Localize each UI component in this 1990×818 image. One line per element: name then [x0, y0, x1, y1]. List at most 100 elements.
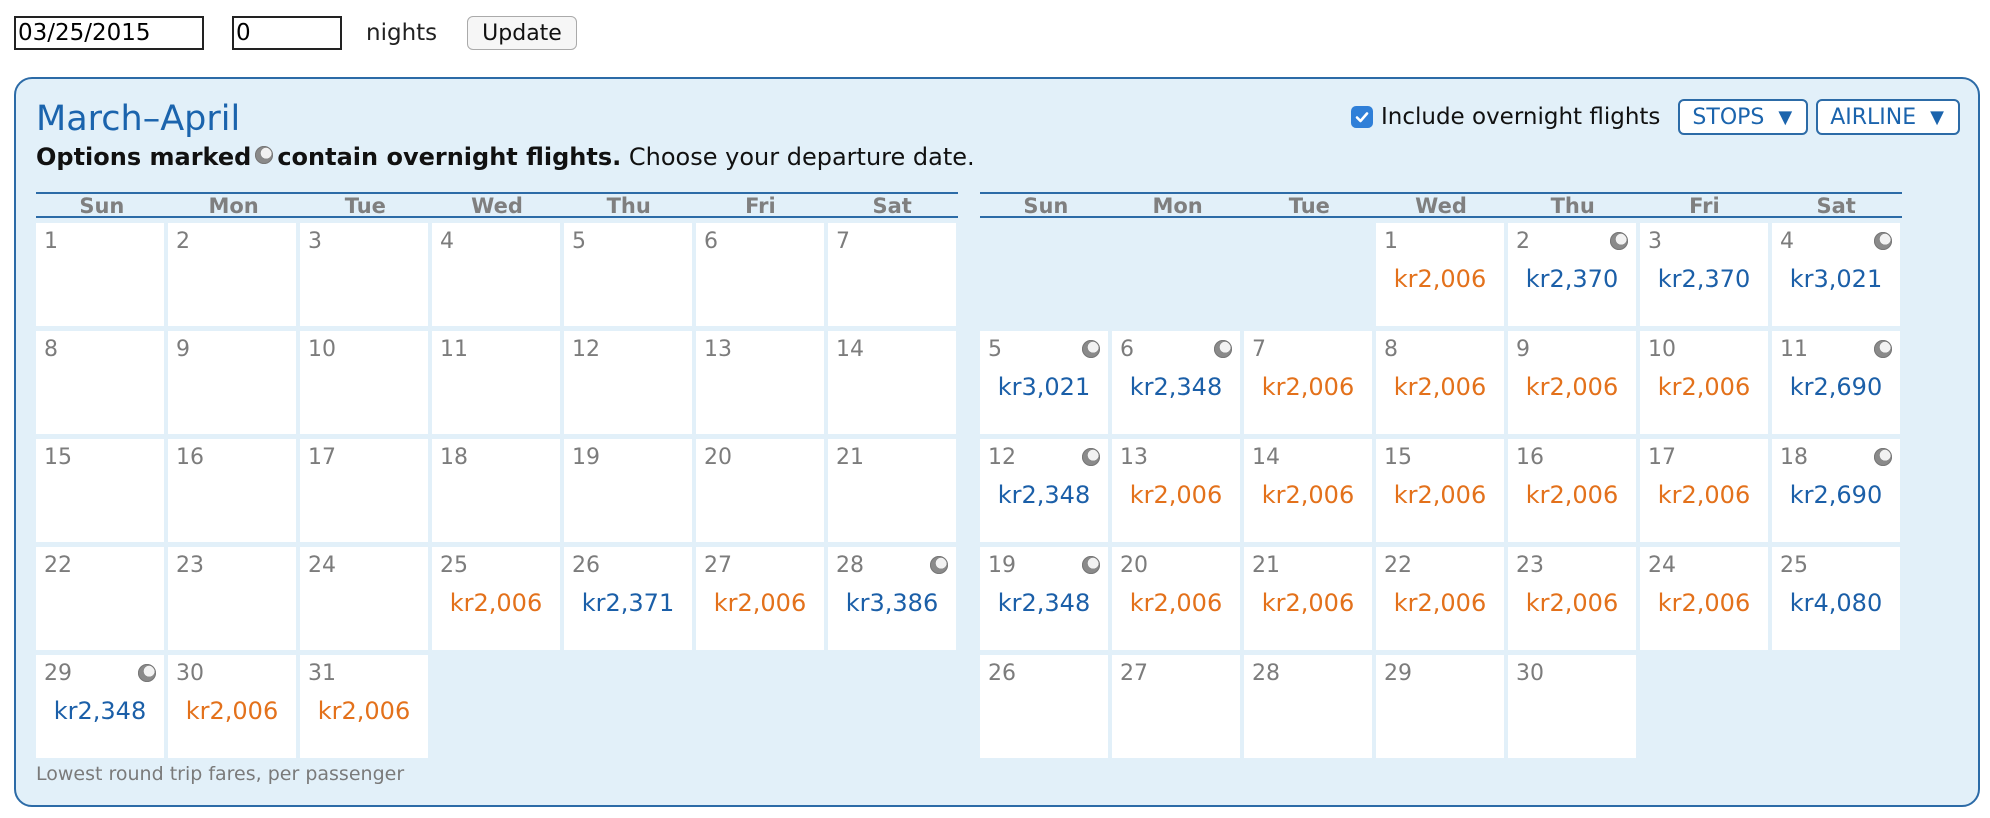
day-cell[interactable]: 15 kr2,006 — [1376, 439, 1504, 542]
day-cell[interactable]: 24 kr2,006 — [1640, 547, 1768, 650]
day-cell[interactable]: 1 kr2,006 — [1376, 223, 1504, 326]
fare-price[interactable]: kr2,348 — [53, 697, 147, 725]
fare-price[interactable]: kr2,006 — [1657, 481, 1751, 509]
fare-price[interactable]: kr2,370 — [1525, 265, 1619, 293]
day-cell[interactable]: 22 kr2,006 — [1376, 547, 1504, 650]
day-cell[interactable]: 8 kr2,006 — [1376, 331, 1504, 434]
fare-calendar-panel: March–April Options marked contain overni… — [14, 77, 1980, 807]
day-number: 2 — [1516, 229, 1530, 254]
day-number: 1 — [44, 229, 58, 254]
day-cell[interactable]: 10 kr2,006 — [1640, 331, 1768, 434]
fare-price[interactable]: kr2,006 — [1393, 265, 1487, 293]
day-cell[interactable]: 23 kr2,006 — [1508, 547, 1636, 650]
fare-price[interactable]: kr2,006 — [317, 697, 411, 725]
day-cell[interactable]: 14 kr2,006 — [1244, 439, 1372, 542]
weekday-label: Wed — [1415, 194, 1467, 218]
day-cell[interactable]: 25 kr2,006 — [432, 547, 560, 650]
fare-price[interactable]: kr2,006 — [1261, 373, 1355, 401]
fare-price[interactable]: kr2,348 — [1129, 373, 1223, 401]
day-cell[interactable]: 12 kr2,348 — [980, 439, 1108, 542]
fare-price[interactable]: kr2,690 — [1789, 481, 1883, 509]
day-cell[interactable]: 28 kr3,386 — [828, 547, 956, 650]
day-number: 22 — [44, 553, 72, 578]
empty-day-cell — [1244, 223, 1372, 326]
day-cell[interactable]: 17 kr2,006 — [1640, 439, 1768, 542]
day-cell[interactable]: 9 kr2,006 — [1508, 331, 1636, 434]
day-number: 2 — [176, 229, 190, 254]
fare-price[interactable]: kr2,006 — [1525, 589, 1619, 617]
fare-price[interactable]: kr2,006 — [1129, 481, 1223, 509]
day-cell[interactable]: 16 kr2,006 — [1508, 439, 1636, 542]
day-cell[interactable]: 19 kr2,348 — [980, 547, 1108, 650]
fare-price[interactable]: kr2,006 — [713, 589, 807, 617]
update-button[interactable]: Update — [467, 16, 577, 50]
day-cell[interactable]: 4 kr3,021 — [1772, 223, 1900, 326]
fare-price[interactable]: kr2,006 — [1393, 589, 1487, 617]
stops-dropdown[interactable]: STOPS ▼ — [1678, 99, 1809, 135]
fare-price[interactable]: kr2,006 — [1657, 373, 1751, 401]
day-cell: 29 — [1376, 655, 1504, 758]
day-number: 4 — [1780, 229, 1794, 254]
day-cell: 6 — [696, 223, 824, 326]
fare-price[interactable]: kr2,348 — [997, 481, 1091, 509]
day-cell[interactable]: 29 kr2,348 — [36, 655, 164, 758]
subtitle-bold-2: contain overnight flights. — [277, 143, 622, 171]
day-number: 24 — [1648, 553, 1676, 578]
fare-price[interactable]: kr2,006 — [185, 697, 279, 725]
day-cell[interactable]: 26 kr2,371 — [564, 547, 692, 650]
day-number: 25 — [440, 553, 468, 578]
day-cell[interactable]: 7 kr2,006 — [1244, 331, 1372, 434]
nights-input[interactable] — [232, 16, 342, 50]
day-cell[interactable]: 6 kr2,348 — [1112, 331, 1240, 434]
day-number: 12 — [572, 337, 600, 362]
day-cell: 18 — [432, 439, 560, 542]
day-number: 26 — [988, 661, 1016, 686]
day-cell[interactable]: 11 kr2,690 — [1772, 331, 1900, 434]
weekday-label: Wed — [471, 194, 523, 218]
day-cell[interactable]: 20 kr2,006 — [1112, 547, 1240, 650]
overnight-icon — [1874, 448, 1892, 466]
day-cell: 14 — [828, 331, 956, 434]
day-cell: 10 — [300, 331, 428, 434]
fare-price[interactable]: kr2,006 — [1129, 589, 1223, 617]
fare-price[interactable]: kr2,006 — [1393, 481, 1487, 509]
fare-price[interactable]: kr2,370 — [1657, 265, 1751, 293]
overnight-icon — [1874, 340, 1892, 358]
fare-price[interactable]: kr2,006 — [1657, 589, 1751, 617]
fare-price[interactable]: kr2,006 — [1525, 373, 1619, 401]
fare-price[interactable]: kr2,348 — [997, 589, 1091, 617]
fare-price[interactable]: kr3,386 — [845, 589, 939, 617]
empty-day-cell — [980, 223, 1108, 326]
day-cell[interactable]: 13 kr2,006 — [1112, 439, 1240, 542]
fare-price[interactable]: kr2,006 — [1393, 373, 1487, 401]
day-cell[interactable]: 27 kr2,006 — [696, 547, 824, 650]
day-cell: 23 — [168, 547, 296, 650]
overnight-icon — [1082, 340, 1100, 358]
include-overnight-checkbox[interactable] — [1350, 106, 1373, 128]
overnight-icon — [1082, 448, 1100, 466]
day-cell[interactable]: 31 kr2,006 — [300, 655, 428, 758]
day-grid: 1 kr2,006 2 kr2,370 3 kr2,370 4 kr3,021 5 kr3,021… — [980, 223, 1902, 758]
day-cell[interactable]: 5 kr3,021 — [980, 331, 1108, 434]
fare-price[interactable]: kr3,021 — [1789, 265, 1883, 293]
day-cell[interactable]: 21 kr2,006 — [1244, 547, 1372, 650]
fare-price[interactable]: kr2,371 — [581, 589, 675, 617]
departure-date-input[interactable] — [14, 16, 204, 50]
fare-price[interactable]: kr2,006 — [1261, 481, 1355, 509]
day-cell[interactable]: 30 kr2,006 — [168, 655, 296, 758]
day-cell: 3 — [300, 223, 428, 326]
day-cell[interactable]: 25 kr4,080 — [1772, 547, 1900, 650]
day-number: 3 — [1648, 229, 1662, 254]
fare-price[interactable]: kr4,080 — [1789, 589, 1883, 617]
day-cell[interactable]: 3 kr2,370 — [1640, 223, 1768, 326]
fare-price[interactable]: kr2,690 — [1789, 373, 1883, 401]
fare-price[interactable]: kr3,021 — [997, 373, 1091, 401]
day-cell[interactable]: 2 kr2,370 — [1508, 223, 1636, 326]
fare-price[interactable]: kr2,006 — [1261, 589, 1355, 617]
include-overnight-label[interactable]: Include overnight flights — [1380, 104, 1661, 130]
fare-price[interactable]: kr2,006 — [449, 589, 543, 617]
airline-dropdown[interactable]: AIRLINE ▼ — [1816, 99, 1960, 135]
fare-price[interactable]: kr2,006 — [1525, 481, 1619, 509]
day-cell: 5 — [564, 223, 692, 326]
day-cell[interactable]: 18 kr2,690 — [1772, 439, 1900, 542]
